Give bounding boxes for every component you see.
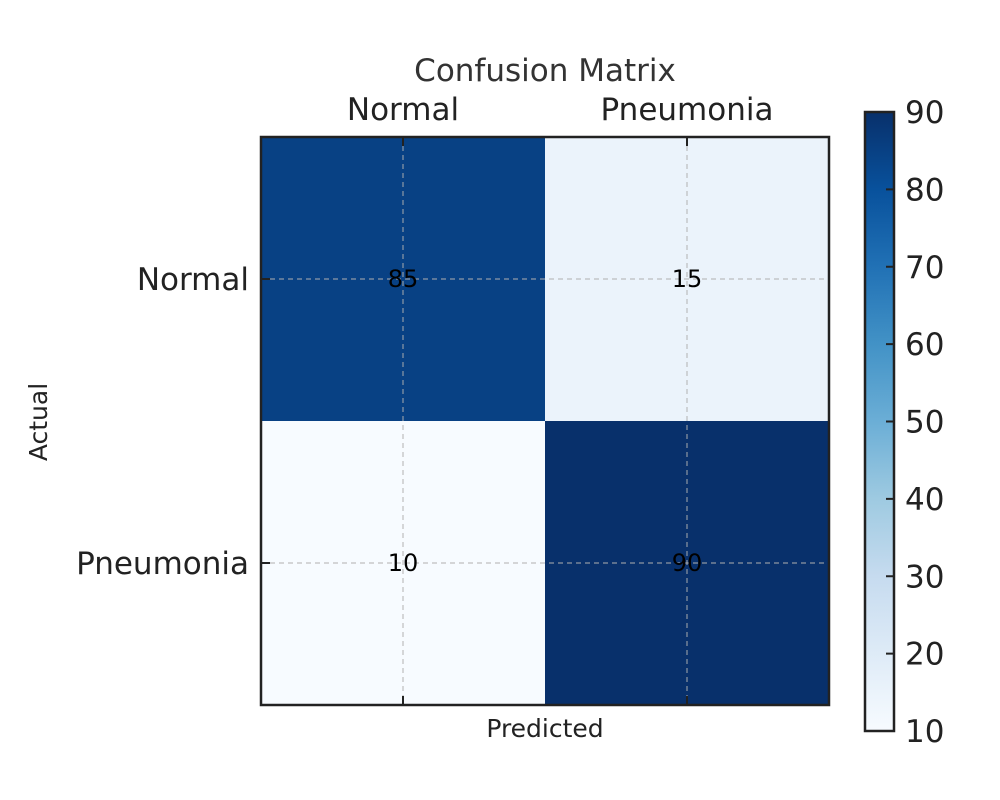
colorbar-tick-label: 90 [905, 95, 944, 131]
y-tick-label: Normal [137, 262, 249, 298]
colorbar-tick-label: 10 [905, 714, 944, 750]
colorbar-tick-label: 80 [905, 172, 944, 208]
y-axis-label: Actual [24, 383, 53, 461]
colorbar-tick-label: 70 [905, 250, 944, 286]
colorbar-tick-label: 30 [905, 559, 944, 595]
colorbar-tick-label: 20 [905, 637, 944, 673]
chart-title: Confusion Matrix [414, 53, 676, 89]
x-tick-label: Pneumonia [601, 92, 774, 128]
cell-value-labels: 85 15 10 90 [388, 265, 703, 577]
plot-frame [259, 135, 831, 707]
y-axis-ticks: Normal Pneumonia [76, 262, 270, 582]
colorbar-tick-label: 40 [905, 482, 944, 518]
gridlines [261, 137, 829, 705]
y-tick-label: Pneumonia [76, 546, 249, 582]
heatmap-cells [261, 137, 829, 705]
cell-value-label: 10 [388, 549, 419, 577]
colorbar-tick-label: 50 [905, 405, 944, 441]
cell-value-label: 85 [388, 265, 419, 293]
colorbar-tick-label: 60 [905, 327, 944, 363]
colorbar-ticks: 10 20 30 40 50 60 70 80 90 [886, 95, 944, 750]
x-axis-ticks: Normal Pneumonia [347, 92, 774, 705]
x-tick-label: Normal [347, 92, 459, 128]
cell-value-label: 15 [672, 265, 703, 293]
colorbar: 10 20 30 40 50 60 70 80 90 [863, 95, 944, 750]
x-axis-label: Predicted [486, 714, 603, 743]
cell-value-label: 90 [672, 549, 703, 577]
